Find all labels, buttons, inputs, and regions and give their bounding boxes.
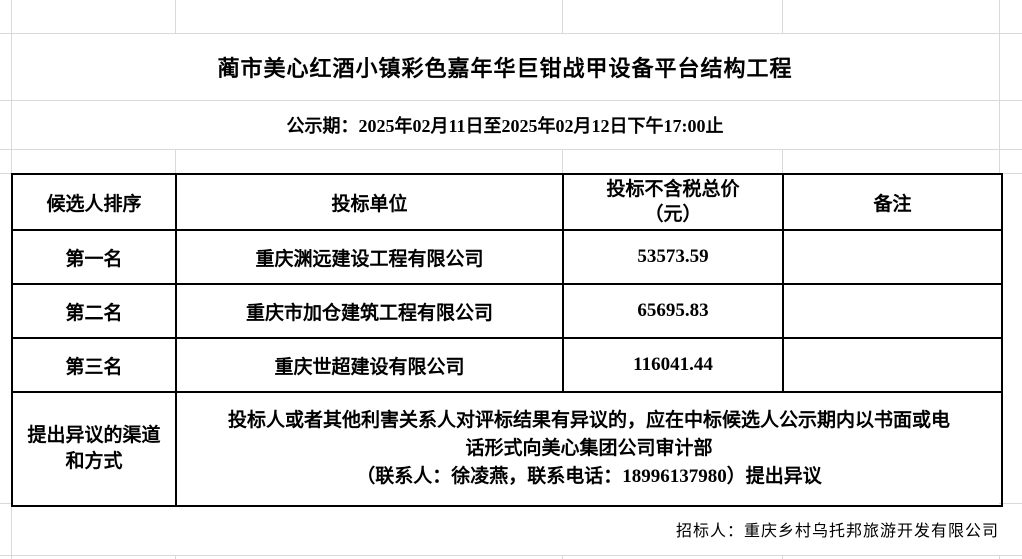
price-cell: 116041.44 bbox=[562, 337, 784, 393]
tenderer-name: 招标人：重庆乡村乌托邦旅游开发有限公司 bbox=[675, 523, 999, 540]
publicity-period: 公示期：2025年02月11日至2025年02月12日下午17:00止 bbox=[286, 115, 724, 136]
header-remark: 备注 bbox=[782, 173, 1003, 231]
gridline bbox=[0, 33, 1022, 34]
remark-cell bbox=[782, 283, 1003, 339]
header-price: 投标不含税总价 （元） bbox=[562, 173, 784, 231]
gridline bbox=[999, 173, 1022, 174]
gridline bbox=[175, 555, 176, 559]
gridline bbox=[0, 149, 1022, 150]
rank-cell: 第一名 bbox=[11, 229, 177, 285]
objection-label-cell: 提出异议的渠道和方式 bbox=[11, 391, 177, 507]
gridline bbox=[0, 555, 1022, 556]
bidder-cell: 重庆渊远建设工程有限公司 bbox=[175, 229, 564, 285]
table-row: 第一名 重庆渊远建设工程有限公司 53573.59 bbox=[11, 229, 1003, 285]
table-row: 第三名 重庆世超建设有限公司 116041.44 bbox=[11, 337, 1003, 393]
project-title: 蔺市美心红酒小镇彩色嘉年华巨钳战甲设备平台结构工程 bbox=[217, 55, 793, 81]
header-price-line2: （元） bbox=[644, 204, 702, 225]
gridline bbox=[0, 173, 11, 174]
table-header-row: 候选人排序 投标单位 投标不含税总价 （元） 备注 bbox=[11, 173, 1003, 231]
gridline bbox=[782, 149, 783, 173]
price-cell: 65695.83 bbox=[562, 283, 784, 339]
price-cell: 53573.59 bbox=[562, 229, 784, 285]
remark-cell bbox=[782, 337, 1003, 393]
gridline bbox=[782, 0, 783, 33]
gridline bbox=[11, 503, 12, 559]
remark-cell bbox=[782, 229, 1003, 285]
gridline bbox=[175, 0, 176, 33]
gridline bbox=[562, 555, 563, 559]
gridline bbox=[999, 555, 1000, 559]
gridline bbox=[0, 100, 1022, 101]
header-rank: 候选人排序 bbox=[11, 173, 177, 231]
gridline bbox=[562, 0, 563, 33]
header-price-line1: 投标不含税总价 bbox=[606, 179, 740, 200]
gridline bbox=[175, 149, 176, 173]
objection-row: 提出异议的渠道和方式 投标人或者其他利害关系人对评标结果有异议的，应在中标候选人… bbox=[11, 391, 1003, 507]
table-row: 第二名 重庆市加仓建筑工程有限公司 65695.83 bbox=[11, 283, 1003, 339]
objection-text-cell: 投标人或者其他利害关系人对评标结果有异议的，应在中标候选人公示期内以书面或电 话… bbox=[175, 391, 1003, 507]
bidder-cell: 重庆市加仓建筑工程有限公司 bbox=[175, 283, 564, 339]
bidder-cell: 重庆世超建设有限公司 bbox=[175, 337, 564, 393]
gridline bbox=[782, 555, 783, 559]
objection-label: 提出异议的渠道和方式 bbox=[27, 425, 161, 472]
rank-cell: 第二名 bbox=[11, 283, 177, 339]
gridline bbox=[11, 0, 12, 173]
header-bidder: 投标单位 bbox=[175, 173, 564, 231]
objection-text-line: 话形式向美心集团公司审计部 bbox=[465, 438, 713, 459]
gridline bbox=[0, 503, 11, 504]
bid-candidates-table: 候选人排序 投标单位 投标不含税总价 （元） 备注 第一名 重庆渊远建设工程有限… bbox=[11, 173, 1003, 507]
rank-cell: 第三名 bbox=[11, 337, 177, 393]
gridline bbox=[562, 149, 563, 173]
objection-text-line: 投标人或者其他利害关系人对评标结果有异议的，应在中标候选人公示期内以书面或电 bbox=[227, 410, 950, 431]
gridline bbox=[999, 503, 1022, 504]
gridline bbox=[999, 0, 1000, 173]
objection-text-line: （联系人：徐凌燕，联系电话：18996137980）提出异议 bbox=[356, 466, 822, 487]
